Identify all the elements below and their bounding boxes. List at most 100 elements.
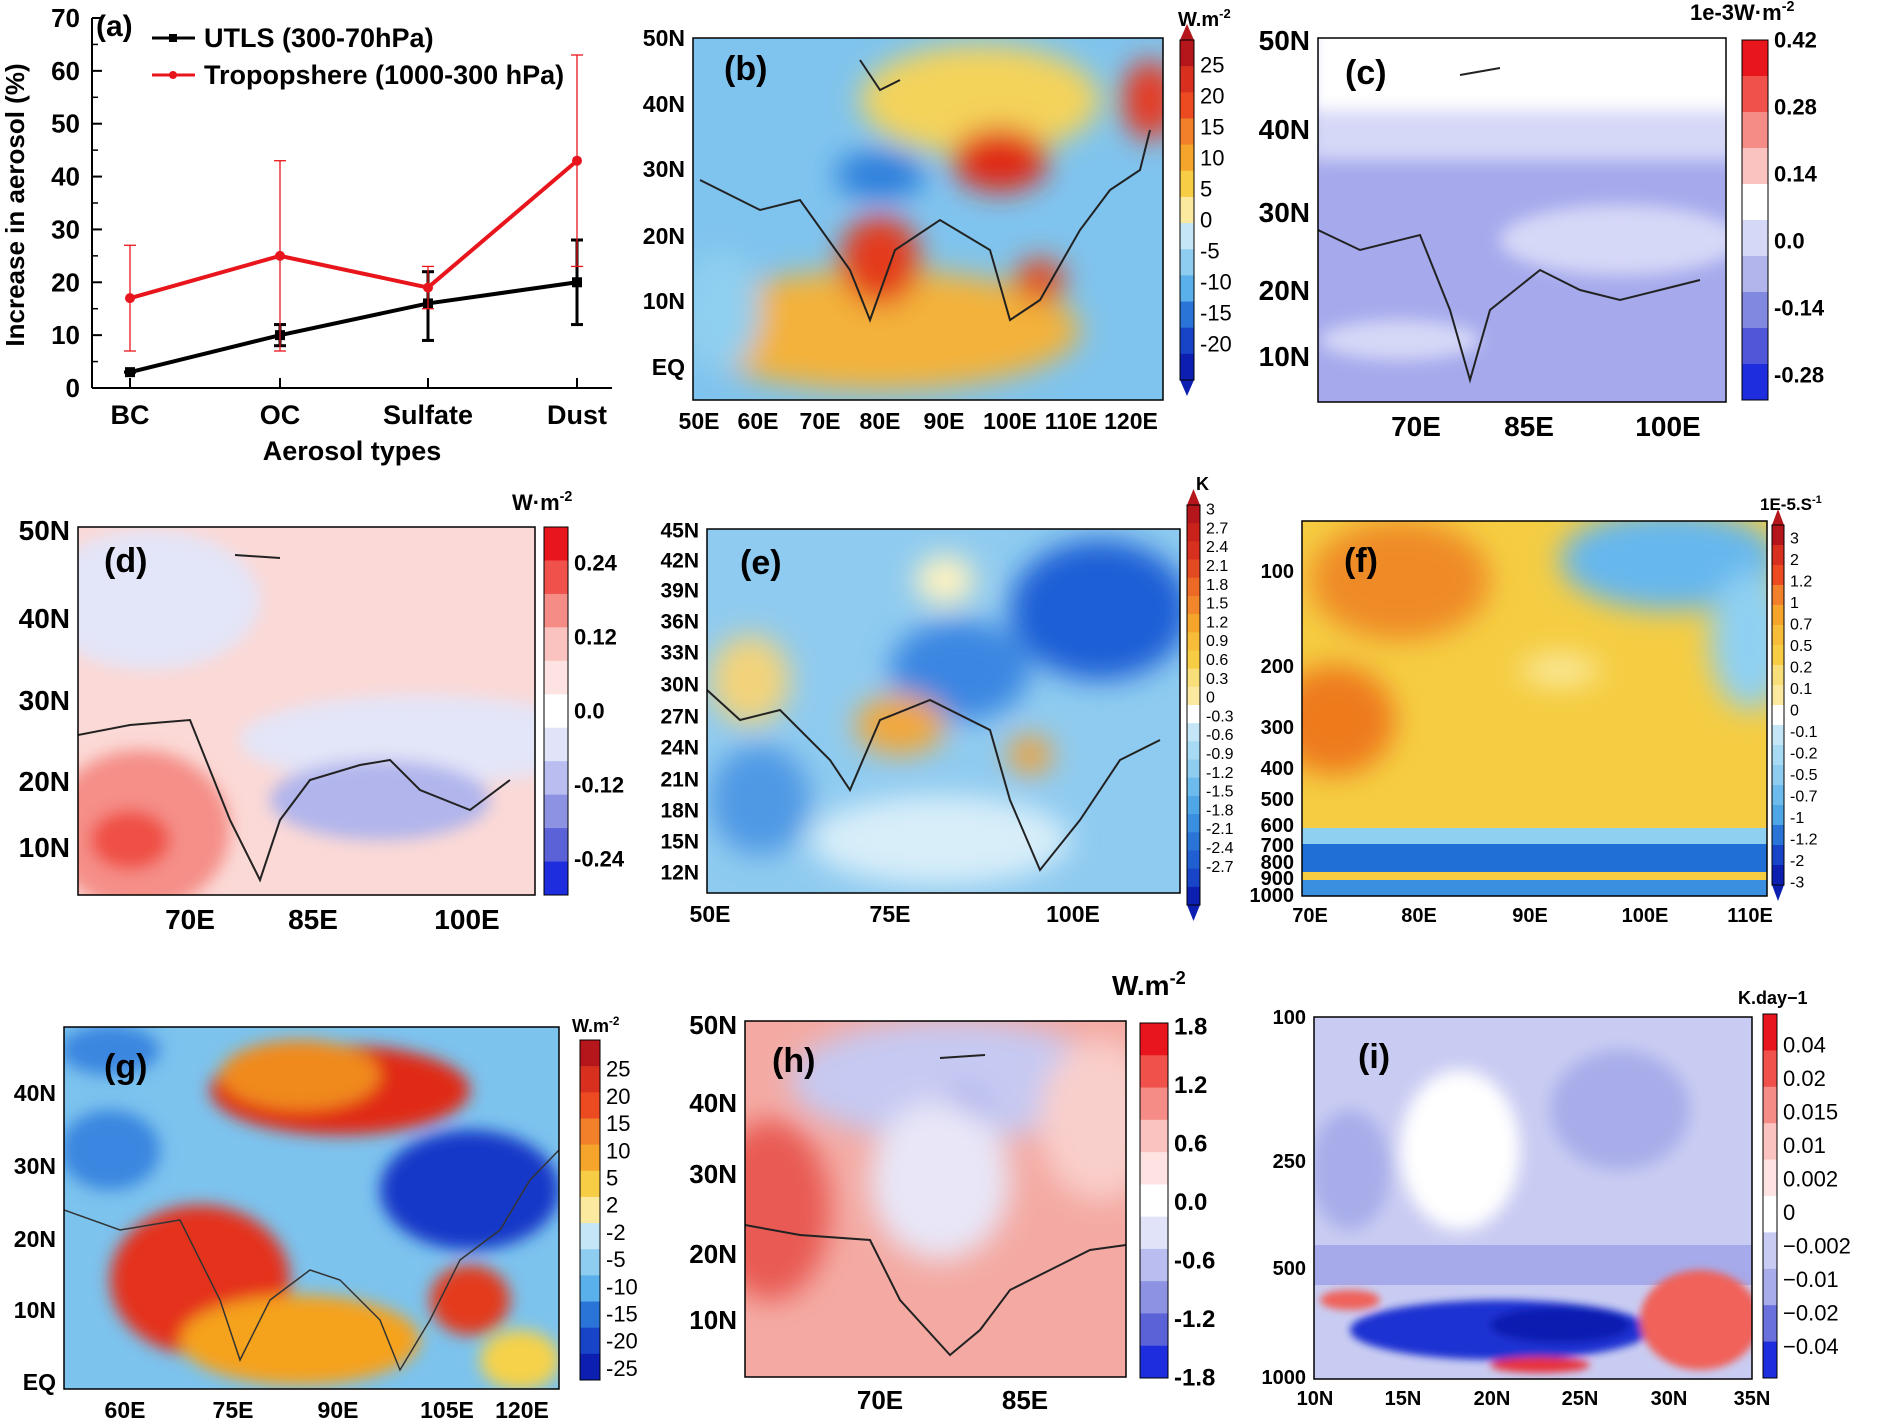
a-y-tick-label: 0 (66, 373, 80, 403)
e-x-tick-label: 50E (690, 901, 731, 927)
e-colorbar-label: 3 (1206, 502, 1215, 519)
e-y-tick-label: 45N (660, 519, 699, 542)
i-colorbar-label: 0 (1783, 1200, 1795, 1225)
c-colorbar-title-exponent: -2 (1782, 0, 1795, 15)
a-x-tick-label: OC (260, 400, 301, 430)
e-colorbar-swatch (1187, 577, 1200, 597)
e-colorbar-swatch (1187, 795, 1200, 815)
f-colorbar-swatch (1772, 705, 1784, 726)
e-y-tick-label: 27N (660, 705, 699, 728)
h-colorbar-label: -1.8 (1174, 1364, 1215, 1391)
e-colorbar-label: -0.3 (1206, 708, 1234, 725)
c-colorbar-label: 0.14 (1774, 162, 1818, 187)
f-x-tick-label: 70E (1292, 905, 1328, 927)
d-field-lavender-mid (240, 695, 535, 785)
b-colorbar-swatch (1180, 223, 1194, 250)
b-y-tick-label: 40N (643, 91, 685, 117)
g-x-tick-label: 75E (213, 1397, 254, 1420)
d-colorbar-swatch (544, 560, 568, 595)
e-panel-label: (e) (740, 544, 782, 582)
e-coastline (707, 689, 1161, 872)
f-field-light-right (1710, 570, 1767, 710)
i-x-tick-label: 10N (1297, 1388, 1334, 1410)
c-y-tick-label: 10N (1259, 341, 1310, 372)
h-colorbar-label: -0.6 (1174, 1247, 1215, 1274)
a-y-tick-label: 60 (51, 56, 80, 86)
c-coastline (1318, 67, 1701, 384)
h-field-pink-east (1040, 1040, 1126, 1200)
g-colorbar-swatch (580, 1327, 600, 1355)
i-colorbar-label: 0.015 (1783, 1100, 1838, 1125)
g-colorbar-label: -10 (606, 1274, 638, 1299)
c-colorbar-label: -0.14 (1774, 296, 1825, 321)
f-field-orange-upper (1310, 521, 1490, 640)
f-colorbar-arrow-top (1772, 509, 1784, 525)
i-colorbar-label: −0.002 (1783, 1234, 1851, 1259)
a-y-tick-label: 10 (51, 320, 80, 350)
f-colorbar-label: 0.2 (1790, 660, 1812, 677)
d-field-lavender-nw (78, 530, 260, 670)
b-colorbar-swatch (1180, 144, 1194, 172)
c-colorbar-swatch (1742, 328, 1768, 365)
e-y-tick-label: 39N (660, 579, 699, 602)
e-colorbar-label: 1.2 (1206, 614, 1228, 631)
f-colorbar-swatch (1772, 785, 1784, 806)
f-band-light-blue (1302, 828, 1767, 844)
f-y-tick-label: 1000 (1250, 885, 1295, 907)
g-colorbar-frame (579, 1039, 601, 1381)
e-field-orange-mid (855, 695, 945, 755)
g-colorbar-swatch (580, 1223, 600, 1250)
d-field-blue-bay (270, 760, 490, 840)
b-x-tick-label: 50E (679, 408, 720, 434)
e-field-light-north (915, 555, 975, 605)
e-colorbar-arrow-bottom (1187, 905, 1200, 921)
h-y-tick-label: 20N (689, 1239, 737, 1269)
e-field-blue-center (890, 620, 1030, 720)
e-colorbar-label: 2.4 (1206, 539, 1228, 556)
h-colorbar-swatch (1140, 1345, 1168, 1379)
f-y-tick-label: 300 (1261, 717, 1294, 739)
f-band-yellow-low (1302, 872, 1767, 880)
f-colorbar-label: -0.1 (1790, 724, 1818, 741)
f-colorbar-swatch (1772, 605, 1784, 626)
f-colorbar-label: -0.2 (1790, 746, 1818, 763)
i-y-tick-label: 1000 (1262, 1367, 1307, 1389)
c-band-light-1 (1318, 110, 1726, 160)
g-colorbar-title-exponent: -2 (609, 1015, 620, 1028)
d-colorbar-swatch (544, 694, 568, 729)
e-colorbar-swatch (1187, 650, 1200, 670)
e-field-yellow-west (710, 635, 790, 725)
g-colorbar-swatch (580, 1301, 600, 1329)
a-x-tick-label: Dust (547, 400, 607, 430)
f-colorbar-swatch (1772, 665, 1784, 686)
b-colorbar-swatch (1180, 170, 1194, 198)
h-y-tick-label: 10N (689, 1305, 737, 1335)
e-y-tick-label: 21N (660, 768, 699, 791)
g-field-orange-north (220, 1040, 380, 1110)
i-colorbar-label: −0.02 (1783, 1301, 1839, 1326)
d-panel-label: (d) (104, 542, 147, 580)
c-x-tick-label: 100E (1635, 411, 1700, 442)
f-x-tick-label: 80E (1401, 905, 1437, 927)
i-colorbar-swatch (1763, 1268, 1777, 1306)
e-colorbar-swatch (1187, 632, 1200, 651)
c-colorbar-frame (1741, 39, 1769, 401)
f-field-light-center (1520, 655, 1600, 685)
e-colorbar-swatch (1187, 614, 1200, 633)
b-colorbar-swatch (1180, 275, 1194, 303)
e-colorbar-swatch (1187, 505, 1200, 524)
c-colorbar-swatch (1742, 292, 1768, 329)
f-field-blue-upper-right (1560, 521, 1767, 610)
h-colorbar-swatch (1140, 1281, 1168, 1314)
d-colorbar-swatch (544, 627, 568, 662)
d-y-tick-label: 30N (19, 685, 70, 716)
c-band-white-top (1318, 38, 1726, 110)
h-colorbar-swatch (1140, 1184, 1168, 1218)
panel-a-line-chart: 0 10 20 30 40 50 60 70 BC OC Sulfate Dust Aerosol … (0, 3, 612, 466)
c-panel-label: (c) (1345, 54, 1387, 92)
i-plot-frame (1313, 1016, 1753, 1380)
g-x-tick-label: 90E (318, 1397, 359, 1420)
d-colorbar-swatch (544, 861, 568, 896)
a-x-axis-label: Aerosol types (263, 436, 442, 466)
b-colorbar-arrow-bottom (1180, 380, 1194, 396)
